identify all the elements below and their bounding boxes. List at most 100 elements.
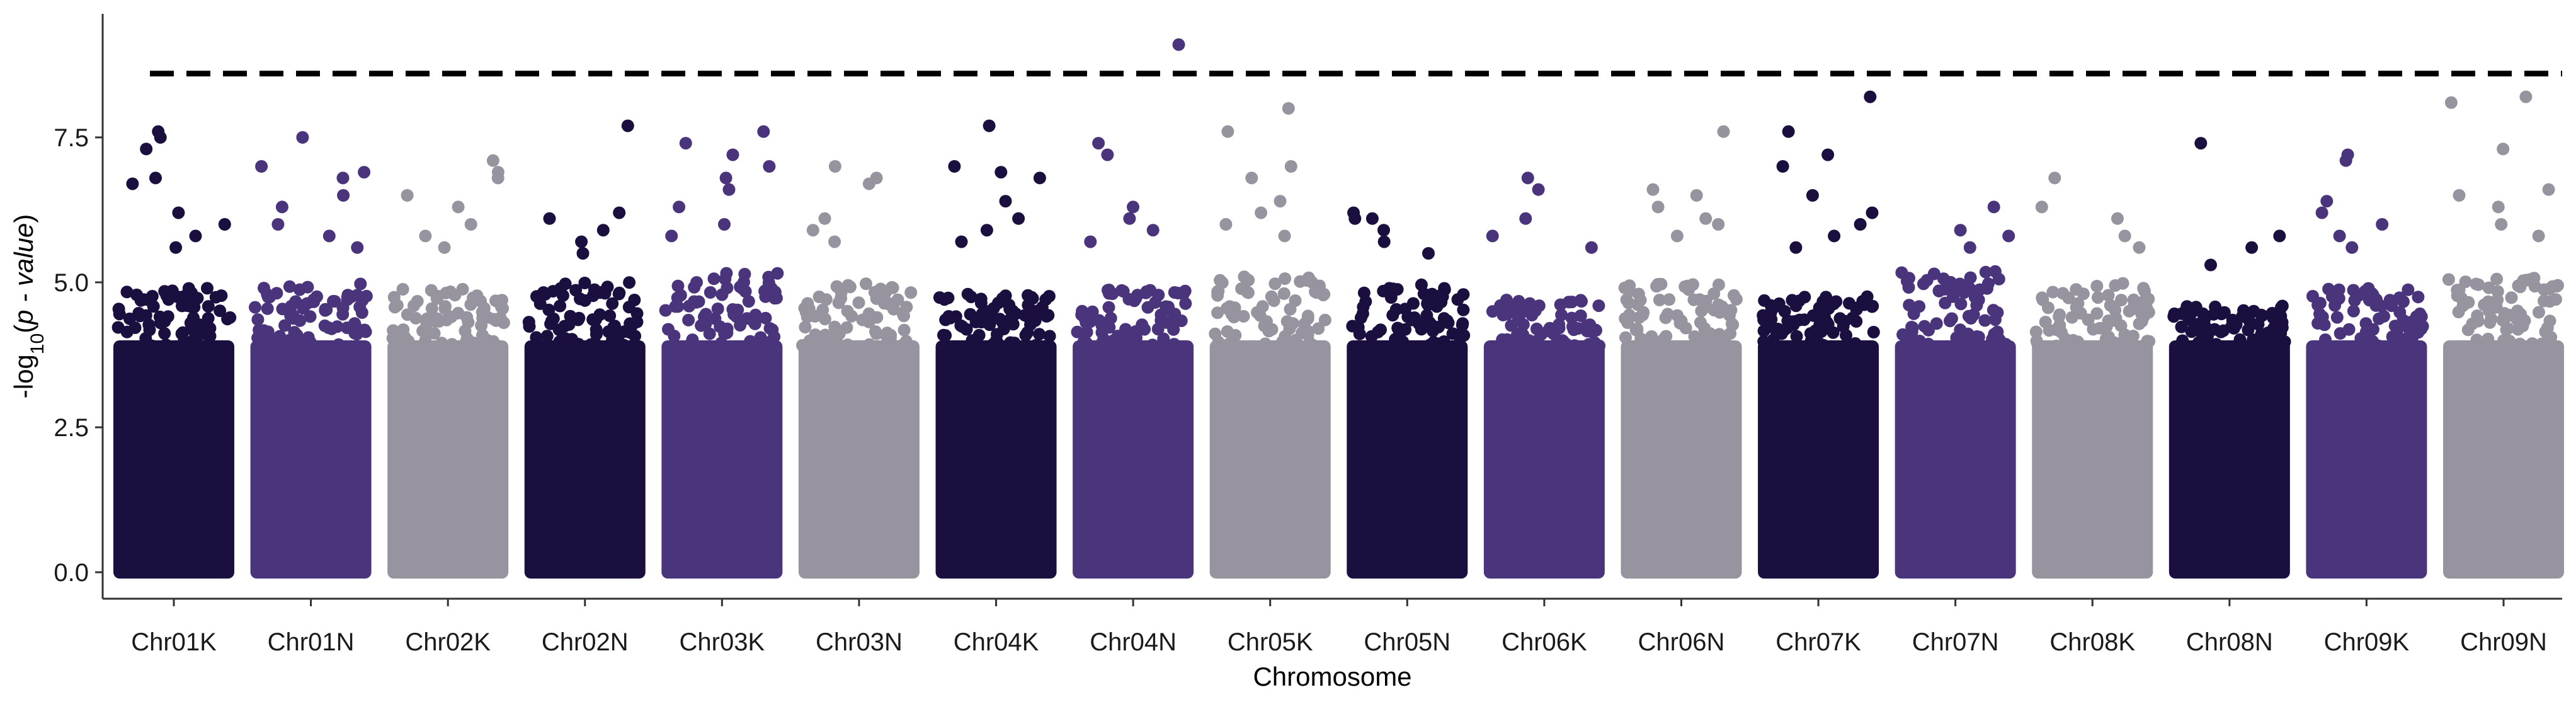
peak-point xyxy=(994,166,1008,179)
snp-point xyxy=(956,320,969,333)
snp-point xyxy=(695,319,708,332)
peak-point xyxy=(154,131,167,144)
snp-point xyxy=(1650,280,1663,293)
x-tick-label: Chr08K xyxy=(2049,628,2135,656)
snp-point xyxy=(1979,265,1992,279)
peak-point xyxy=(2315,206,2328,219)
snp-point xyxy=(1071,325,1084,338)
snp-point xyxy=(2393,306,2407,319)
snp-point xyxy=(554,282,567,295)
peak-point xyxy=(1712,218,1725,231)
snp-point xyxy=(1661,308,1674,321)
snp-point xyxy=(1139,286,1153,299)
snp-point xyxy=(1346,320,1359,333)
peak-point xyxy=(486,154,499,167)
snp-point xyxy=(2066,333,2080,347)
snp-point xyxy=(606,297,619,310)
snp-point xyxy=(318,319,331,332)
snp-point xyxy=(297,299,311,312)
snp-point xyxy=(552,323,566,337)
snp-point xyxy=(1258,320,1271,332)
snp-point xyxy=(523,320,536,333)
peak-point xyxy=(596,224,610,237)
snp-point xyxy=(2180,303,2193,316)
snp-point xyxy=(852,296,865,309)
snp-point xyxy=(392,326,405,340)
peak-point xyxy=(763,160,776,173)
snp-point xyxy=(2137,282,2150,295)
snp-point xyxy=(1918,320,1931,333)
snp-point xyxy=(341,291,354,304)
snp-point xyxy=(1757,325,1770,337)
snp-point xyxy=(715,337,727,350)
snp-point xyxy=(711,303,724,315)
snp-point xyxy=(760,338,773,352)
peak-point xyxy=(1123,212,1136,225)
snp-point xyxy=(2046,285,2060,299)
x-tick-label: Chr05K xyxy=(1228,628,1313,656)
snp-point xyxy=(2402,283,2415,296)
snp-point xyxy=(293,283,306,296)
snp-point xyxy=(1653,294,1666,306)
snp-point xyxy=(1688,330,1701,343)
snp-point xyxy=(628,294,641,306)
snp-point xyxy=(1580,319,1593,332)
snp-point xyxy=(1446,327,1459,340)
snp-point xyxy=(2275,334,2288,347)
peak-point xyxy=(1033,171,1046,185)
snp-point xyxy=(1961,331,1973,345)
snp-point xyxy=(2214,325,2228,338)
snp-point xyxy=(1673,316,1687,330)
snp-point xyxy=(1157,332,1170,345)
snp-point xyxy=(671,279,685,292)
snp-point xyxy=(986,338,999,351)
snp-point xyxy=(1838,314,1852,328)
snp-point xyxy=(1356,307,1369,320)
snp-point xyxy=(1284,303,1297,316)
snp-point xyxy=(2500,323,2513,337)
snp-point xyxy=(798,302,811,315)
snp-point xyxy=(1486,305,1499,318)
snp-point xyxy=(1657,335,1670,348)
snp-point xyxy=(1241,285,1254,299)
snp-point xyxy=(1396,335,1410,349)
snp-point xyxy=(835,292,848,305)
snp-point xyxy=(1798,313,1811,326)
snp-point xyxy=(1212,285,1225,297)
peak-point xyxy=(1954,224,1967,237)
snp-point xyxy=(2087,323,2100,336)
snp-point xyxy=(2366,323,2379,336)
peak-point xyxy=(337,189,350,202)
peak-point xyxy=(2495,218,2508,231)
peak-point xyxy=(2204,258,2217,272)
chromosome-block xyxy=(1758,340,1879,579)
snp-point xyxy=(1565,296,1578,309)
peak-point xyxy=(806,224,819,237)
snp-point xyxy=(350,328,363,341)
peak-point xyxy=(2002,229,2015,243)
snp-point xyxy=(578,277,591,289)
snp-point xyxy=(1103,321,1116,334)
snp-point xyxy=(1588,336,1601,349)
snp-point xyxy=(1730,292,1743,306)
snp-point xyxy=(2201,330,2214,343)
snp-point xyxy=(285,299,298,313)
y-tick-label: 5.0 xyxy=(54,269,89,297)
peak-point xyxy=(1282,102,1295,115)
snp-point xyxy=(1903,299,1916,312)
snp-point xyxy=(201,282,214,295)
snp-point xyxy=(1078,335,1090,348)
snp-point xyxy=(1286,317,1299,330)
snp-point xyxy=(304,335,317,349)
peak-point xyxy=(2245,241,2259,254)
snp-point xyxy=(145,339,159,352)
snp-point xyxy=(2056,287,2070,300)
x-axis-ticks: Chr01K Chr01N Chr02K Chr02N Chr03K Chr03N Chr0… xyxy=(131,599,2547,656)
peak-point xyxy=(1146,224,1160,237)
snp-point xyxy=(1959,280,1972,292)
snp-point xyxy=(856,313,869,326)
snp-point xyxy=(869,325,882,338)
snp-point xyxy=(430,292,443,305)
snp-point xyxy=(2133,317,2146,330)
